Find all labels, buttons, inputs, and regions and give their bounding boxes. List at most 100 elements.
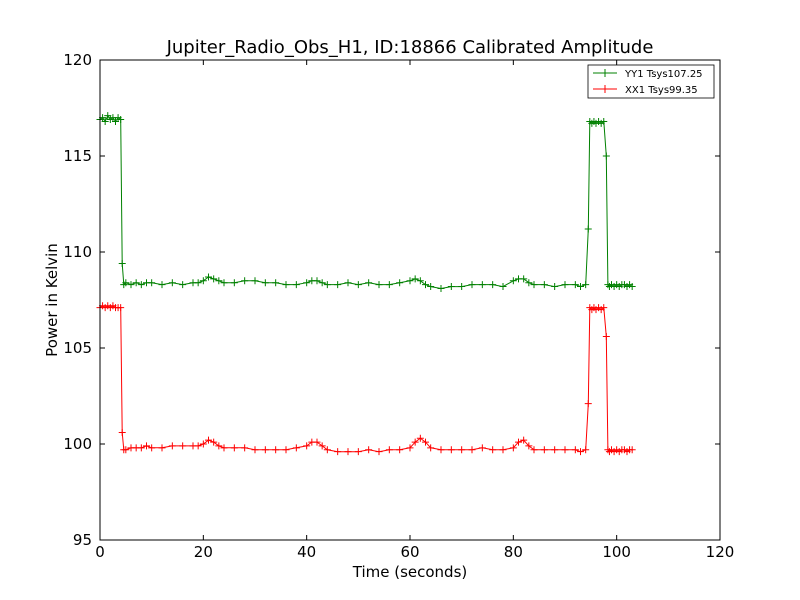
x-axis-ticks: 0 20 40 60 80 100 120 (95, 60, 734, 561)
data-point-yy1 (318, 279, 326, 287)
data-point-yy1 (422, 281, 429, 289)
data-point-yy1 (385, 281, 393, 289)
x-tick-label: 20 (194, 543, 213, 561)
data-point-yy1 (571, 281, 579, 289)
data-point-yy1 (132, 279, 140, 287)
data-point-yy1 (251, 277, 259, 285)
data-point-xx1 (261, 446, 269, 454)
data-point-yy1 (220, 279, 228, 287)
data-point-xx1 (334, 448, 342, 456)
x-tick-label: 0 (95, 543, 105, 561)
data-point-xx1 (122, 446, 130, 454)
data-point-yy1 (282, 281, 290, 289)
data-point-yy1 (313, 277, 321, 285)
legend-marker-xx1 (601, 85, 609, 93)
data-point-xx1 (602, 332, 610, 340)
data-point-yy1 (354, 281, 362, 289)
data-point-xx1 (406, 444, 414, 452)
data-point-xx1 (584, 400, 592, 408)
data-point-yy1 (478, 281, 486, 289)
data-point-xx1 (458, 446, 466, 454)
x-axis-label: Time (seconds) (352, 563, 468, 581)
data-point-yy1 (241, 277, 249, 285)
data-point-xx1 (282, 446, 290, 454)
y-tick-label: 95 (73, 531, 92, 549)
data-point-xx1 (143, 442, 150, 450)
data-point-xx1 (354, 448, 362, 456)
data-point-yy1 (375, 281, 383, 289)
data-point-xx1 (515, 438, 522, 446)
x-tick-label: 40 (297, 543, 316, 561)
legend-label-xx1: XX1 Tsys99.35 (625, 85, 698, 96)
y-tick-label: 105 (63, 339, 92, 357)
data-point-xx1 (375, 448, 383, 456)
data-point-xx1 (540, 446, 548, 454)
data-point-yy1 (509, 277, 517, 285)
plot-area (100, 60, 720, 540)
data-point-xx1 (365, 446, 373, 454)
data-point-yy1 (365, 279, 373, 287)
data-point-yy1 (117, 116, 125, 124)
data-point-xx1 (158, 444, 166, 452)
data-point-xx1 (313, 438, 321, 446)
y-tick-label: 120 (63, 51, 92, 69)
data-point-xx1 (215, 442, 223, 450)
y-axis-label: Power in Kelvin (43, 243, 61, 357)
data-point-xx1 (318, 442, 326, 450)
data-point-yy1 (520, 275, 528, 283)
data-point-yy1 (179, 281, 187, 289)
data-point-xx1 (600, 304, 608, 312)
data-point-xx1 (148, 444, 156, 452)
y-tick-label: 110 (63, 243, 92, 261)
y-tick-label: 115 (63, 147, 92, 165)
data-point-xx1 (179, 442, 187, 450)
data-point-yy1 (261, 279, 269, 287)
data-point-xx1 (205, 436, 212, 444)
x-tick-label: 60 (400, 543, 419, 561)
data-point-yy1 (210, 275, 218, 283)
data-point-xx1 (303, 442, 311, 450)
y-tick-label: 100 (63, 435, 92, 453)
data-point-yy1 (551, 283, 559, 291)
data-point-yy1 (628, 283, 636, 291)
data-point-yy1 (199, 277, 207, 285)
data-point-yy1 (272, 279, 280, 287)
data-point-xx1 (577, 448, 584, 456)
data-point-xx1 (489, 446, 497, 454)
series-layer (96, 112, 636, 456)
data-point-yy1 (530, 281, 538, 289)
data-point-yy1 (561, 281, 569, 289)
data-point-yy1 (577, 283, 584, 291)
data-point-xx1 (530, 446, 538, 454)
data-point-xx1 (396, 446, 404, 454)
data-point-xx1 (422, 438, 429, 446)
data-point-xx1 (416, 434, 424, 442)
data-point-yy1 (416, 277, 424, 285)
data-point-yy1 (447, 283, 455, 291)
legend-box (587, 64, 715, 99)
data-point-xx1 (582, 446, 590, 454)
data-point-xx1 (509, 444, 517, 452)
data-point-xx1 (478, 444, 486, 452)
data-point-yy1 (323, 281, 331, 289)
data-point-yy1 (406, 277, 414, 285)
data-point-xx1 (447, 446, 455, 454)
data-point-yy1 (122, 279, 130, 287)
data-point-xx1 (468, 446, 476, 454)
data-point-yy1 (101, 117, 109, 125)
data-point-xx1 (241, 444, 249, 452)
data-point-xx1 (117, 304, 125, 312)
data-point-xx1 (411, 438, 419, 446)
data-point-yy1 (215, 277, 223, 285)
data-point-yy1 (396, 279, 404, 287)
data-point-yy1 (600, 117, 608, 125)
data-point-yy1 (205, 273, 212, 281)
data-point-yy1 (499, 283, 507, 291)
data-point-yy1 (582, 281, 590, 289)
y-axis-ticks: 95 100 105 110 115 120 (63, 51, 720, 549)
data-point-yy1 (148, 279, 156, 287)
data-point-xx1 (210, 438, 218, 446)
data-point-yy1 (303, 279, 311, 287)
data-point-xx1 (561, 446, 569, 454)
